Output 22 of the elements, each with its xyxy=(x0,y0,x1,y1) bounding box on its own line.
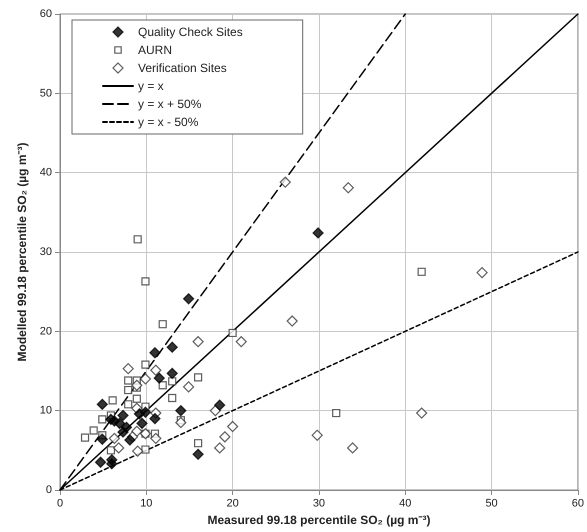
y-tick-label: 20 xyxy=(40,325,52,338)
y-tick-label: 0 xyxy=(46,484,52,496)
x-tick-label: 30 xyxy=(312,498,326,510)
legend-label: Verification Sites xyxy=(138,61,227,75)
x-axis-title: Measured 99.18 percentile SO₂ (µg m⁻³) xyxy=(207,512,430,527)
legend-label: Quality Check Sites xyxy=(138,25,243,39)
y-axis-title: Modelled 99.18 percentile SO₂ (µg m⁻³) xyxy=(15,142,29,362)
legend-label: y = x xyxy=(138,79,164,93)
x-tick-label: 20 xyxy=(226,498,239,510)
legend-label: y = x + 50% xyxy=(138,97,202,111)
x-tick-label: 10 xyxy=(140,498,152,510)
x-tick-label: 60 xyxy=(572,498,584,510)
y-tick-label: 50 xyxy=(40,87,52,100)
x-tick-label: 0 xyxy=(56,498,64,510)
legend-label: AURN xyxy=(138,43,172,57)
x-tick-label: 50 xyxy=(485,498,498,510)
y-tick-label: 10 xyxy=(40,404,52,417)
y-tick-label: 30 xyxy=(40,246,52,258)
y-tick-label: 60 xyxy=(40,8,52,20)
legend-label: y = x - 50% xyxy=(138,115,199,129)
x-tick-label: 40 xyxy=(399,498,412,510)
y-tick-label: 40 xyxy=(40,166,52,179)
